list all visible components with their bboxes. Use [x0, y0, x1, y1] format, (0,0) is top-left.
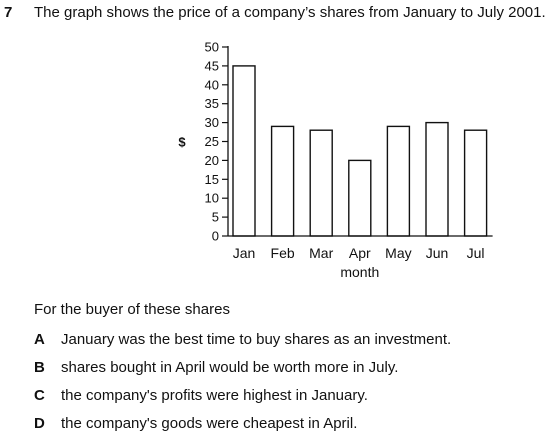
y-axis-label: $ [178, 135, 186, 150]
y-tick-label: 15 [205, 172, 219, 187]
x-axis-label: month [340, 264, 379, 280]
y-tick-label: 20 [205, 153, 219, 168]
option-text: the company's profits were highest in Ja… [61, 387, 368, 404]
option-letter: D [34, 415, 45, 432]
option-text: January was the best time to buy shares … [61, 331, 452, 348]
x-tick-label: Jan [233, 245, 256, 261]
x-tick-label: Mar [309, 245, 333, 261]
option-letter: A [34, 331, 45, 348]
y-tick-label: 45 [205, 58, 219, 73]
x-tick-label: Apr [349, 245, 371, 261]
bar-may [386, 125, 411, 237]
y-tick-label: 25 [205, 134, 219, 149]
x-tick-label: Feb [271, 245, 295, 261]
bar-jan [232, 65, 256, 237]
option-letter: B [34, 359, 45, 376]
bar-feb [270, 125, 295, 237]
bar-mar [309, 129, 333, 237]
options-intro: For the buyer of these shares [34, 301, 230, 318]
y-tick-label: 50 [205, 40, 219, 55]
y-tick-label: 35 [205, 96, 219, 111]
question-number: 7 [4, 4, 13, 21]
x-tick-label: May [385, 245, 411, 261]
bar-jul [463, 129, 488, 237]
bar-jun [425, 121, 449, 237]
bar-apr [348, 159, 372, 237]
y-tick-label: 10 [205, 191, 219, 206]
x-tick-label: Jul [467, 245, 485, 261]
y-tick-label: 30 [205, 115, 219, 130]
share-price-bar-chart: 0 5 10 15 20 25 30 35 40 45 50 $ Jan Feb Mar Apr May Jun J… [178, 40, 493, 280]
question-stem: The graph shows the price of a company’s… [34, 4, 546, 21]
option-letter: C [34, 387, 45, 404]
y-tick-label: 40 [205, 77, 219, 92]
y-tick-label: 0 [212, 229, 219, 244]
option-text: the company's goods were cheapest in Apr… [61, 415, 358, 432]
y-tick-label: 5 [212, 210, 219, 225]
option-text: shares bought in April would be worth mo… [61, 359, 399, 376]
x-tick-label: Jun [426, 245, 449, 261]
